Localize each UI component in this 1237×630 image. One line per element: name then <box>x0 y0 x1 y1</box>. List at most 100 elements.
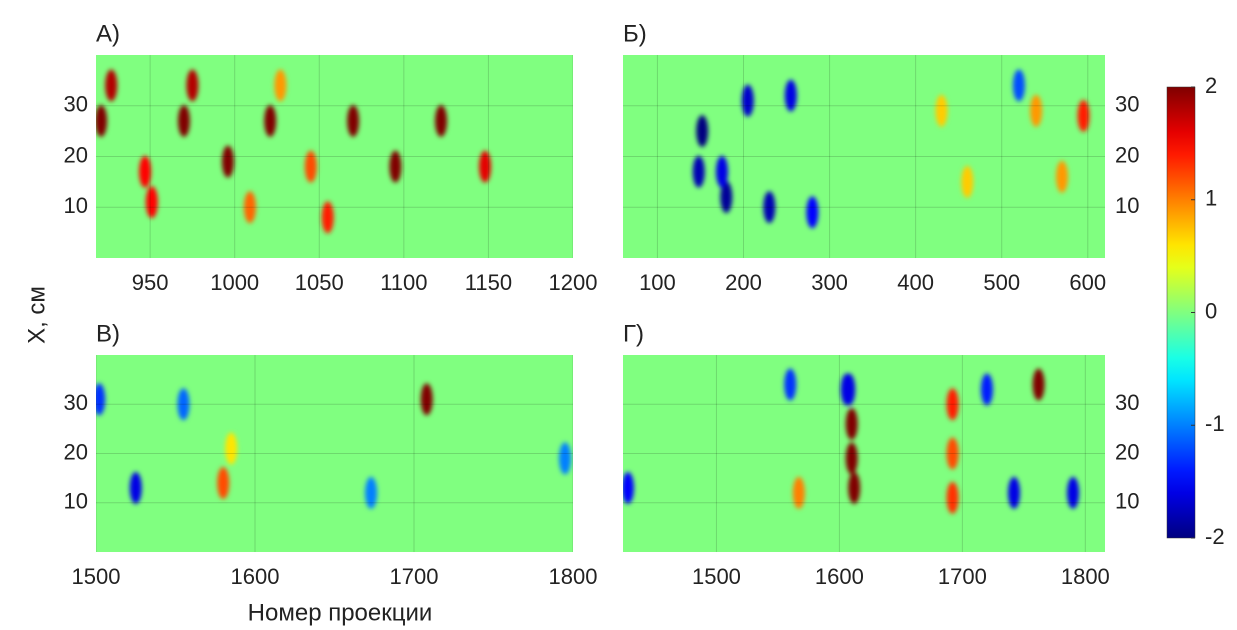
x-tick-label: 1050 <box>295 270 344 295</box>
hotspot <box>840 373 853 406</box>
panel-marks <box>623 355 1105 552</box>
hotspot <box>1067 476 1080 509</box>
hotspot <box>845 442 858 475</box>
x-tick-label: 1150 <box>465 270 512 295</box>
x-tick-label: 950 <box>132 270 169 295</box>
hotspot <box>623 471 634 504</box>
hotspot <box>1008 476 1021 509</box>
x-tick-label: 100 <box>639 270 676 295</box>
y-axis-label: X, см <box>23 286 50 344</box>
y-tick-label: 20 <box>64 439 88 464</box>
hotspot <box>763 191 776 224</box>
hotspot <box>692 155 705 188</box>
x-tick-label: 1600 <box>815 564 864 589</box>
hotspots <box>692 69 1090 229</box>
hotspot <box>806 196 819 229</box>
x-tick-label: 600 <box>1069 270 1106 295</box>
hotspot <box>784 79 797 112</box>
hotspot <box>715 155 728 188</box>
colorbar-tick-label: 0 <box>1205 298 1217 323</box>
hotspot <box>304 150 317 183</box>
hotspot <box>129 471 142 504</box>
hotspot <box>946 481 959 514</box>
x-tick-label: 1500 <box>72 564 121 589</box>
x-tick-label: 1800 <box>1061 564 1110 589</box>
hotspot <box>845 407 858 440</box>
hotspot <box>435 104 448 137</box>
y-tick-label: 10 <box>1115 193 1139 218</box>
hotspot <box>784 368 797 401</box>
hotspot <box>935 94 948 127</box>
colorbar-tick-label: -2 <box>1205 524 1225 549</box>
hotspot <box>347 104 360 137</box>
y-tick-label: 10 <box>64 489 88 514</box>
hotspot <box>559 442 572 475</box>
hotspot <box>274 69 287 102</box>
hotspot <box>1030 94 1043 127</box>
hotspot <box>389 150 402 183</box>
hotspot <box>177 388 190 421</box>
hotspot <box>145 186 158 219</box>
panel-background <box>96 55 573 258</box>
y-tick-label: 20 <box>64 142 88 167</box>
hotspot <box>365 476 378 509</box>
hotspot <box>720 181 733 214</box>
hotspot <box>139 155 152 188</box>
hotspot <box>243 191 256 224</box>
x-tick-label: 300 <box>811 270 848 295</box>
hotspot <box>186 69 199 102</box>
y-tick-label: 30 <box>64 92 88 117</box>
y-tick-label: 10 <box>1115 489 1139 514</box>
x-tick-label: 1100 <box>380 270 427 295</box>
hotspot <box>1012 69 1025 102</box>
panel-title: В) <box>96 320 120 347</box>
hotspot <box>96 104 108 137</box>
x-tick-label: 1200 <box>549 270 598 295</box>
colorbar-tick-label: 1 <box>1205 186 1217 211</box>
panel-background <box>96 355 573 552</box>
x-axis-label: Номер проекции <box>248 599 433 626</box>
x-tick-label: 1700 <box>938 564 987 589</box>
hotspot <box>696 115 709 148</box>
hotspot <box>221 145 234 178</box>
hotspot <box>96 383 106 416</box>
panel-marks <box>623 55 1105 258</box>
x-tick-label: 1600 <box>231 564 280 589</box>
x-tick-label: 200 <box>725 270 762 295</box>
x-tick-label: 1700 <box>390 564 439 589</box>
x-tick-label: 1000 <box>210 270 259 295</box>
y-tick-label: 20 <box>1115 439 1139 464</box>
hotspot <box>1055 160 1068 193</box>
colorbar-tick-label: -1 <box>1205 411 1225 436</box>
hotspots <box>96 69 492 234</box>
hotspot <box>741 84 754 117</box>
y-tick-label: 30 <box>1115 390 1139 415</box>
colorbar <box>1166 86 1196 539</box>
hotspot <box>1077 99 1090 132</box>
panel-title: Г) <box>623 320 644 347</box>
hotspot <box>980 373 993 406</box>
x-tick-label: 500 <box>983 270 1020 295</box>
x-tick-label: 400 <box>897 270 934 295</box>
hotspots <box>96 383 572 509</box>
panel-marks <box>96 355 573 552</box>
colorbar-tick-label: 2 <box>1205 73 1217 98</box>
hotspot <box>961 165 974 198</box>
hotspot <box>479 150 492 183</box>
hotspot <box>264 104 277 137</box>
panel-title: Б) <box>623 20 647 47</box>
hotspot <box>225 432 238 465</box>
hotspots <box>623 368 1080 514</box>
hotspot <box>217 467 230 500</box>
x-tick-label: 1800 <box>549 564 598 589</box>
hotspot <box>1032 368 1045 401</box>
hotspot <box>946 388 959 421</box>
hotspot <box>177 104 190 137</box>
hotspot <box>105 69 118 102</box>
hotspot <box>420 383 433 416</box>
y-tick-label: 10 <box>64 193 88 218</box>
y-tick-label: 30 <box>64 390 88 415</box>
panel-title: А) <box>96 20 120 47</box>
hotspot <box>848 471 861 504</box>
